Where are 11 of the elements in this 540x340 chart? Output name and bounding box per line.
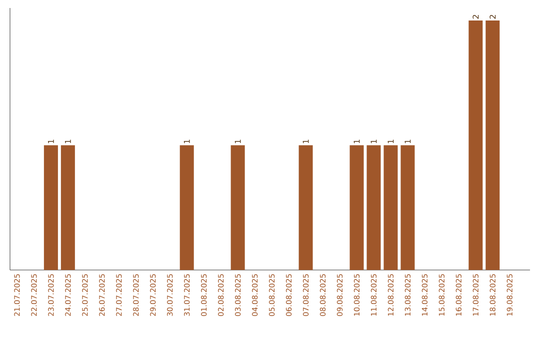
data-label: 1 <box>388 140 394 144</box>
data-label: 1 <box>404 140 411 144</box>
data-label: 1 <box>234 140 241 144</box>
data-label: 1 <box>354 140 360 144</box>
data-label: 1 <box>370 140 377 144</box>
data-label: 1 <box>48 140 54 144</box>
data-label: 2 <box>472 14 479 19</box>
data-label: 2 <box>490 14 496 19</box>
data-label: 1 <box>302 140 309 144</box>
data-label: 1 <box>65 140 71 144</box>
data-label: 1 <box>184 140 190 144</box>
